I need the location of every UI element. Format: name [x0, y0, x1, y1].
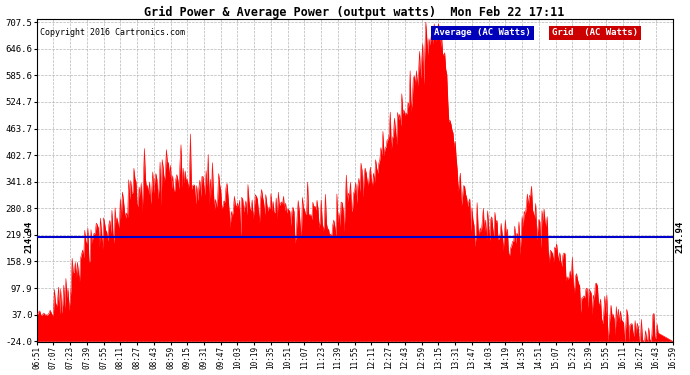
Text: Grid  (AC Watts): Grid (AC Watts)	[552, 28, 638, 38]
Text: 214.94: 214.94	[676, 221, 685, 253]
Text: 214.94: 214.94	[24, 221, 33, 253]
Title: Grid Power & Average Power (output watts)  Mon Feb 22 17:11: Grid Power & Average Power (output watts…	[144, 6, 565, 19]
Text: Average (AC Watts): Average (AC Watts)	[434, 28, 531, 38]
Text: Copyright 2016 Cartronics.com: Copyright 2016 Cartronics.com	[40, 28, 185, 38]
